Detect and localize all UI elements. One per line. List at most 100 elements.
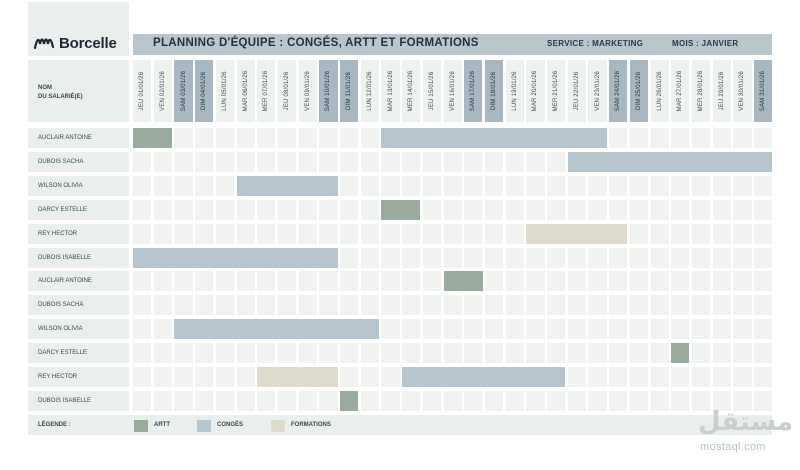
day-cell[interactable] (691, 271, 711, 292)
day-cell[interactable] (195, 271, 214, 292)
absence-bar-artt[interactable] (671, 343, 690, 364)
day-cell[interactable] (567, 390, 586, 411)
day-cell[interactable] (174, 390, 193, 411)
day-cell[interactable] (712, 390, 731, 411)
day-cell[interactable] (381, 295, 400, 316)
day-cell[interactable] (215, 128, 235, 148)
day-cell[interactable] (195, 128, 214, 148)
day-cell[interactable] (153, 343, 172, 364)
day-cell[interactable] (733, 319, 752, 340)
day-cell[interactable] (422, 175, 442, 196)
day-cell[interactable] (464, 199, 483, 220)
day-cell[interactable] (671, 223, 690, 244)
day-cell[interactable] (402, 223, 421, 244)
day-cell[interactable] (733, 247, 752, 268)
day-cell[interactable] (650, 343, 669, 364)
day-cell[interactable] (422, 247, 442, 268)
day-cell[interactable] (340, 175, 359, 196)
day-cell[interactable] (298, 295, 317, 316)
day-cell[interactable] (754, 199, 773, 220)
day-cell[interactable] (360, 151, 379, 172)
day-cell[interactable] (629, 247, 649, 268)
day-cell[interactable] (277, 199, 297, 220)
day-cell[interactable] (650, 128, 669, 148)
day-cell[interactable] (754, 223, 773, 244)
day-cell[interactable] (257, 295, 276, 316)
day-cell[interactable] (671, 128, 690, 148)
day-cell[interactable] (629, 343, 649, 364)
day-cell[interactable] (484, 390, 504, 411)
day-cell[interactable] (609, 390, 628, 411)
day-cell[interactable] (195, 151, 214, 172)
day-cell[interactable] (257, 128, 276, 148)
day-cell[interactable] (443, 223, 462, 244)
day-cell[interactable] (629, 128, 649, 148)
day-cell[interactable] (360, 295, 379, 316)
day-cell[interactable] (609, 319, 628, 340)
absence-bar-artt[interactable] (133, 128, 172, 148)
day-cell[interactable] (754, 343, 773, 364)
day-cell[interactable] (443, 151, 462, 172)
day-cell[interactable] (484, 319, 504, 340)
day-cell[interactable] (464, 175, 483, 196)
day-cell[interactable] (340, 271, 359, 292)
day-cell[interactable] (588, 343, 607, 364)
day-cell[interactable] (733, 223, 752, 244)
day-cell[interactable] (298, 223, 317, 244)
day-cell[interactable] (360, 128, 379, 148)
day-cell[interactable] (484, 175, 504, 196)
absence-bar-conges[interactable] (133, 247, 338, 268)
day-cell[interactable] (464, 295, 483, 316)
day-cell[interactable] (133, 223, 152, 244)
day-cell[interactable] (133, 151, 152, 172)
day-cell[interactable] (298, 199, 317, 220)
day-cell[interactable] (691, 367, 711, 387)
day-cell[interactable] (484, 151, 504, 172)
day-cell[interactable] (712, 223, 731, 244)
day-cell[interactable] (215, 199, 235, 220)
day-cell[interactable] (174, 199, 193, 220)
day-cell[interactable] (340, 295, 359, 316)
day-cell[interactable] (215, 151, 235, 172)
day-cell[interactable] (319, 151, 338, 172)
day-cell[interactable] (195, 199, 214, 220)
day-cell[interactable] (381, 151, 400, 172)
day-cell[interactable] (422, 343, 442, 364)
day-cell[interactable] (236, 271, 255, 292)
day-cell[interactable] (484, 343, 504, 364)
day-cell[interactable] (340, 223, 359, 244)
day-cell[interactable] (133, 367, 152, 387)
day-cell[interactable] (547, 390, 566, 411)
day-cell[interactable] (609, 247, 628, 268)
day-cell[interactable] (360, 343, 379, 364)
day-cell[interactable] (133, 175, 152, 196)
day-cell[interactable] (691, 390, 711, 411)
day-cell[interactable] (422, 390, 442, 411)
day-cell[interactable] (360, 390, 379, 411)
day-cell[interactable] (712, 271, 731, 292)
day-cell[interactable] (526, 271, 545, 292)
day-cell[interactable] (360, 247, 379, 268)
day-cell[interactable] (174, 367, 193, 387)
absence-bar-formations[interactable] (526, 223, 628, 244)
day-cell[interactable] (236, 367, 255, 387)
day-cell[interactable] (609, 199, 628, 220)
day-cell[interactable] (319, 343, 338, 364)
day-cell[interactable] (153, 295, 172, 316)
day-cell[interactable] (215, 223, 235, 244)
day-cell[interactable] (133, 199, 152, 220)
day-cell[interactable] (340, 367, 359, 387)
day-cell[interactable] (712, 175, 731, 196)
day-cell[interactable] (443, 175, 462, 196)
day-cell[interactable] (215, 175, 235, 196)
day-cell[interactable] (650, 223, 669, 244)
day-cell[interactable] (526, 175, 545, 196)
day-cell[interactable] (671, 199, 690, 220)
day-cell[interactable] (671, 319, 690, 340)
day-cell[interactable] (236, 295, 255, 316)
day-cell[interactable] (257, 390, 276, 411)
day-cell[interactable] (174, 343, 193, 364)
day-cell[interactable] (484, 223, 504, 244)
day-cell[interactable] (298, 151, 317, 172)
day-cell[interactable] (547, 175, 566, 196)
